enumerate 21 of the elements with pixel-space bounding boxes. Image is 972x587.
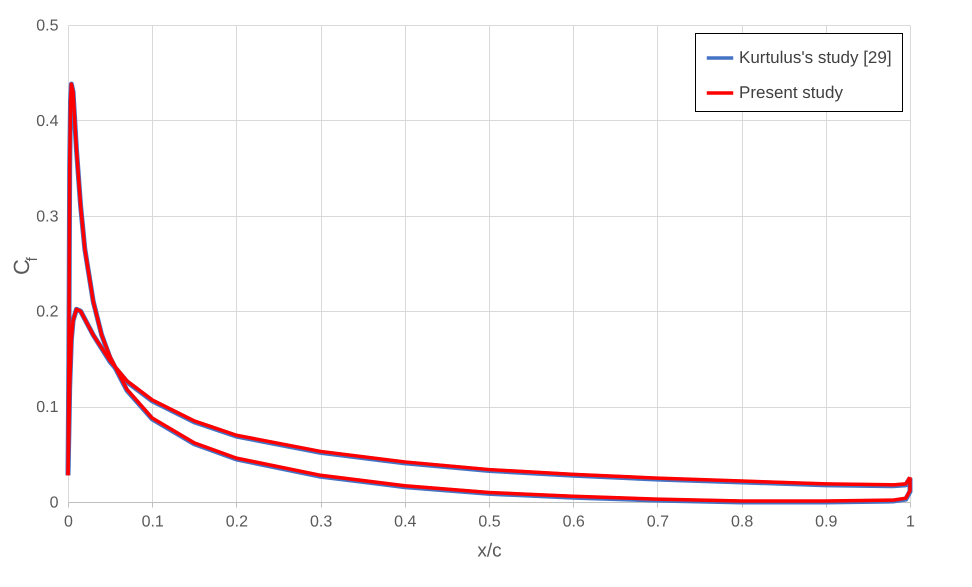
x-tick-label: 0.6	[562, 514, 585, 530]
x-tick-label: 0.8	[730, 514, 754, 530]
y-tick-label: 0.1	[36, 399, 59, 416]
x-tick-label: 0.7	[646, 514, 670, 530]
y-tick-label: 0.3	[36, 208, 59, 226]
x-tick-label: 0.9	[815, 514, 838, 530]
x-tick-label: 0.1	[142, 514, 164, 530]
x-tick-label: 0.4	[394, 514, 417, 530]
y-tick-label: 0.5	[36, 18, 59, 34]
x-tick-label: 0.3	[310, 514, 332, 530]
x-tick-label: 0.5	[478, 514, 501, 530]
y-tick-label: 0.2	[36, 304, 59, 321]
y-axis-title: Cf	[9, 256, 41, 275]
x-axis-title: x/c	[477, 540, 502, 562]
y-tick-label: 0	[50, 494, 59, 512]
x-tick-label: 0	[64, 514, 74, 530]
x-tick-label: 1	[906, 514, 916, 530]
x-tick-label: 0.2	[226, 514, 248, 530]
y-tick-label: 0.4	[36, 112, 59, 130]
legend-label: Present study	[739, 83, 844, 102]
legend-label: Kurtulus's study [29]	[739, 48, 892, 67]
